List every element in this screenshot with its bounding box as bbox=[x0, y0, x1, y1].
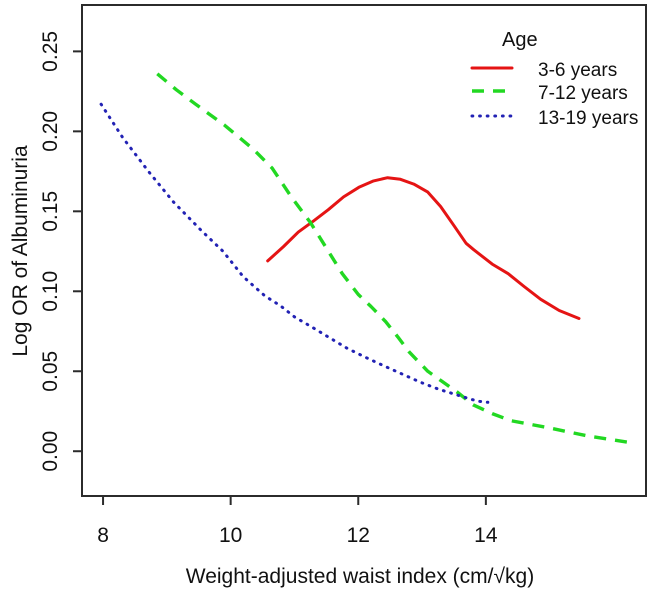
x-tick-label: 14 bbox=[474, 524, 498, 547]
series-line-7-12-years bbox=[156, 72, 630, 445]
y-tick-label: 0.25 bbox=[39, 31, 62, 72]
series-line-13-19-years bbox=[99, 102, 490, 404]
x-tick-label: 8 bbox=[97, 524, 109, 547]
series-line-3-6-years bbox=[266, 176, 581, 320]
x-axis-title: Weight-adjusted waist index (cm/√kg) bbox=[186, 565, 534, 588]
series-group bbox=[99, 72, 630, 445]
x-axis-ticks: 8 10 12 14 bbox=[97, 497, 498, 547]
y-axis-ticks: 0.00 0.05 0.10 0.15 0.20 0.25 bbox=[39, 31, 81, 472]
legend: Age 3-6 years 7-12 years 13-19 years bbox=[470, 29, 638, 129]
y-tick-label: 0.10 bbox=[39, 271, 62, 312]
plot-box bbox=[81, 4, 647, 497]
y-tick-label: 0.15 bbox=[39, 191, 62, 232]
y-tick-label: 0.00 bbox=[39, 431, 62, 472]
x-tick-label: 10 bbox=[219, 524, 242, 547]
y-tick-label: 0.20 bbox=[39, 111, 62, 152]
legend-title: Age bbox=[502, 29, 538, 51]
y-tick-label: 0.05 bbox=[39, 351, 62, 392]
y-axis-title: Log OR of Albuminuria bbox=[9, 145, 32, 357]
x-tick-label: 12 bbox=[347, 524, 370, 547]
legend-label-7-12-years: 7-12 years bbox=[538, 83, 628, 104]
legend-label-3-6-years: 3-6 years bbox=[538, 60, 617, 81]
legend-label-13-19-years: 13-19 years bbox=[538, 108, 638, 129]
